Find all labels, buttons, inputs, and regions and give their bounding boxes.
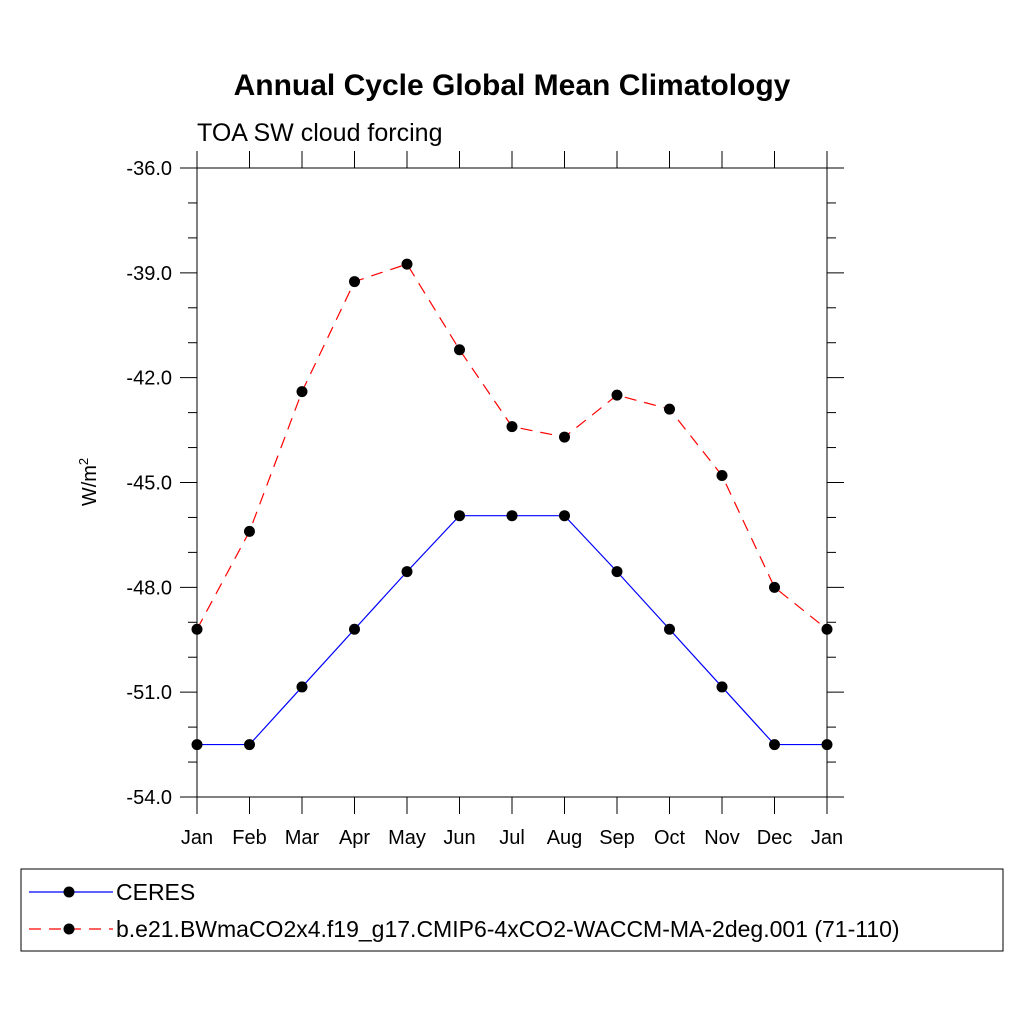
data-point xyxy=(454,344,465,356)
data-point xyxy=(401,258,413,270)
y-axis-label: W/m2 xyxy=(76,458,101,506)
legend-label: CERES xyxy=(116,879,195,905)
y-tick-label: -36.0 xyxy=(126,158,172,180)
data-point xyxy=(349,276,360,288)
x-tick-label: Feb xyxy=(232,827,266,849)
x-tick-label: Sep xyxy=(599,827,635,849)
data-point xyxy=(769,581,780,593)
x-tick-label: Nov xyxy=(704,827,740,849)
data-point xyxy=(821,739,833,751)
y-axis: -36.0 -39.0 -42.0 -45.0 -48.0 -51.0 -54.0 xyxy=(126,158,844,809)
data-point xyxy=(716,681,728,693)
series-ceres xyxy=(191,510,833,751)
data-point xyxy=(454,510,465,522)
y-tick-label: -51.0 xyxy=(126,682,172,704)
series-line xyxy=(197,515,827,746)
legend-item: b.e21.BWmaCO2x4.f19_g17.CMIP6-4xCO2-WACC… xyxy=(29,916,900,942)
plot-border xyxy=(196,167,828,798)
data-point xyxy=(664,623,675,635)
data-point xyxy=(244,525,255,537)
x-tick-label: Mar xyxy=(285,827,320,849)
x-tick-label: Jul xyxy=(499,827,525,849)
legend-box xyxy=(20,868,1004,952)
data-point xyxy=(506,510,518,522)
data-point xyxy=(611,566,623,578)
y-tick-label: -39.0 xyxy=(126,263,172,285)
y-tick-label: -54.0 xyxy=(126,787,172,809)
data-point xyxy=(664,403,675,415)
x-tick-label: Dec xyxy=(757,827,793,849)
legend-marker xyxy=(63,923,75,935)
data-point xyxy=(611,389,623,401)
data-point xyxy=(244,739,255,751)
x-tick-label: Jan xyxy=(181,827,213,849)
data-point xyxy=(716,470,728,482)
series-line xyxy=(196,263,828,630)
y-tick-label: -45.0 xyxy=(126,473,172,495)
legend-label: b.e21.BWmaCO2x4.f19_g17.CMIP6-4xCO2-WACC… xyxy=(116,916,900,942)
series-layer xyxy=(191,258,833,751)
legend-item: CERES xyxy=(29,879,195,905)
x-tick-label: Apr xyxy=(339,827,370,849)
chart-subtitle: TOA SW cloud forcing xyxy=(197,119,442,147)
x-axis: Jan Feb Mar Apr May Jun Jul Aug Sep Oct Nov Dec Jan xyxy=(181,151,843,849)
data-point xyxy=(191,623,203,635)
y-axis-label-text: W/m xyxy=(79,465,101,506)
data-point xyxy=(506,421,518,433)
x-tick-label: Jan xyxy=(811,827,843,849)
data-point xyxy=(769,739,780,751)
data-point xyxy=(401,566,413,578)
data-point xyxy=(191,739,203,751)
chart-title: Annual Cycle Global Mean Climatology xyxy=(234,69,791,102)
x-tick-label: Aug xyxy=(547,827,583,849)
data-point xyxy=(821,623,833,635)
data-point xyxy=(559,510,570,522)
data-point xyxy=(349,623,360,635)
y-tick-label: -42.0 xyxy=(126,368,172,390)
legend: CERES b.e21.BWmaCO2x4.f19_g17.CMIP6-4xCO2… xyxy=(20,868,1004,952)
x-tick-label: Oct xyxy=(654,827,686,849)
plot-frame xyxy=(196,167,828,798)
data-point xyxy=(296,386,308,398)
data-point xyxy=(559,431,570,443)
y-axis-label-superscript: 2 xyxy=(76,458,91,465)
series-model xyxy=(191,258,833,635)
legend-marker xyxy=(63,886,75,898)
x-tick-label: May xyxy=(388,827,426,849)
x-tick-label: Jun xyxy=(443,827,475,849)
data-point xyxy=(296,681,308,693)
y-tick-label: -48.0 xyxy=(126,577,172,599)
